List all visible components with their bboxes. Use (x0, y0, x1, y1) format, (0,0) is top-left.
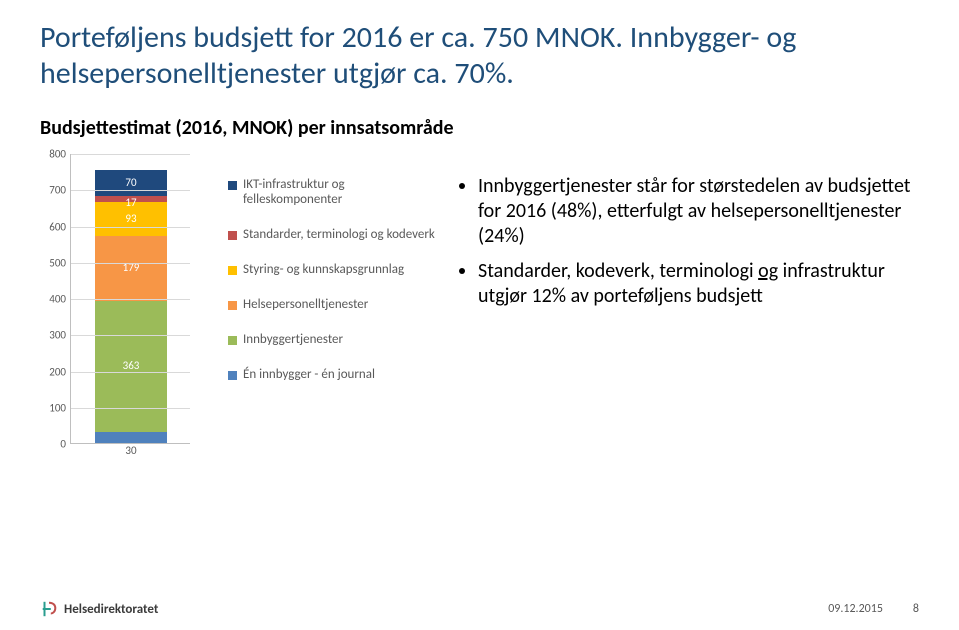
legend-swatch (228, 336, 237, 345)
legend-swatch (228, 231, 237, 240)
y-tick-label: 800 (40, 148, 66, 161)
slide-footer: Helsedirektoratet 09.12.2015 8 (40, 600, 919, 618)
legend-label: Helsepersonelltjenester (243, 298, 368, 313)
legend-item: Standarder, terminologi og kodeverk (228, 228, 438, 243)
legend-swatch (228, 301, 237, 310)
y-tick-label: 400 (40, 293, 66, 306)
bar-segment-value: 93 (95, 212, 167, 225)
legend-label: Én innbygger - én journal (243, 368, 375, 383)
grid-line (71, 299, 190, 300)
footer-date: 09.12.2015 (828, 602, 883, 616)
legend-label: IKT-infrastruktur og felleskomponenter (243, 178, 438, 208)
legend-swatch (228, 266, 237, 275)
plot-area: 30 363 179 93 17 70 (70, 154, 190, 444)
legend-item: Styring- og kunnskapsgrunnlag (228, 263, 438, 278)
y-tick-label: 100 (40, 401, 66, 414)
legend-label: Styring- og kunnskapsgrunnlag (243, 263, 404, 278)
chart-wrap: 0100200300400500600700800 30363179931770 (40, 154, 210, 464)
bar-segment-value: 17 (95, 196, 167, 209)
bullet-text-span: og (758, 259, 778, 283)
y-tick-label: 600 (40, 220, 66, 233)
logo: Helsedirektoratet (40, 600, 158, 618)
grid-line (71, 227, 190, 228)
legend-swatch (228, 371, 237, 380)
footer-page-number: 8 (913, 602, 919, 616)
bullet-item: Standarder, kodeverk, terminologi og inf… (478, 259, 919, 309)
legend-item: Én innbygger - én journal (228, 368, 438, 383)
grid-line (71, 263, 190, 264)
bar-segment-value: 70 (95, 176, 167, 189)
y-tick-label: 200 (40, 365, 66, 378)
content-row: 0100200300400500600700800 30363179931770… (40, 154, 919, 464)
bullet-list: Innbyggertjenester står for størstedelen… (456, 154, 919, 464)
legend-item: Helsepersonelltjenester (228, 298, 438, 313)
y-tick-label: 0 (40, 438, 66, 451)
y-axis-ticks: 0100200300400500600700800 (40, 154, 66, 444)
bar-segment: 179 (95, 236, 167, 301)
chart-legend: IKT-infrastruktur og felleskomponenter St… (228, 154, 438, 464)
bar-segment: 17 (95, 196, 167, 202)
grid-line (71, 190, 190, 191)
logo-icon (40, 600, 58, 618)
bar-segment: 30 (95, 432, 167, 443)
bar-segment: 363 (95, 301, 167, 433)
logo-text: Helsedirektoratet (64, 602, 158, 617)
y-tick-label: 700 (40, 184, 66, 197)
legend-label: Innbyggertjenester (243, 333, 343, 348)
grid-line (71, 335, 190, 336)
grid-line (71, 154, 190, 155)
chart-title: Budsjettestimat (2016, MNOK) per innsats… (40, 116, 919, 140)
budget-stacked-bar-chart: 0100200300400500600700800 30363179931770 (40, 154, 210, 464)
legend-item: Innbyggertjenester (228, 333, 438, 348)
legend-item: IKT-infrastruktur og felleskomponenter (228, 178, 438, 208)
legend-swatch (228, 181, 237, 190)
slide-title: Porteføljens budsjett for 2016 er ca. 75… (40, 20, 919, 92)
bullet-item: Innbyggertjenester står for størstedelen… (478, 174, 919, 249)
grid-line (71, 408, 190, 409)
bar-segment-value: 363 (95, 359, 167, 372)
legend-label: Standarder, terminologi og kodeverk (243, 228, 435, 243)
y-tick-label: 500 (40, 256, 66, 269)
bar-segment-value: 30 (95, 444, 167, 457)
y-tick-label: 300 (40, 329, 66, 342)
grid-line (71, 372, 190, 373)
bar-segment: 70 (95, 170, 167, 195)
